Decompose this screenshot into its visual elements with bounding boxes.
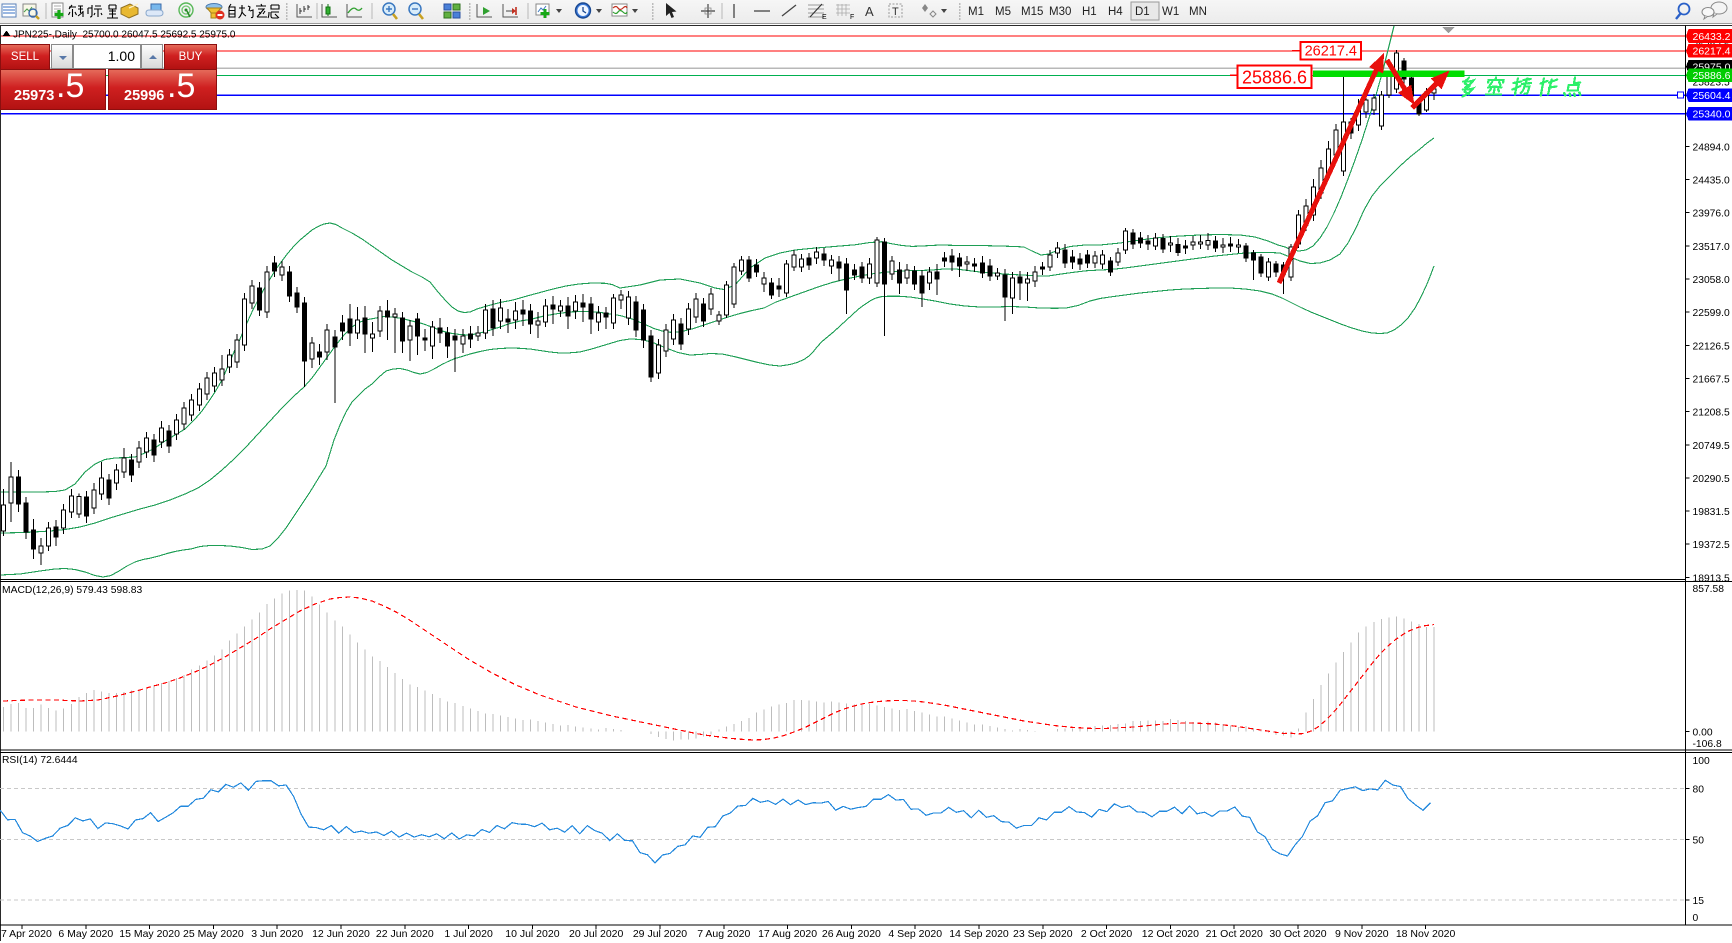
svg-text:T: T	[892, 6, 899, 18]
svg-text:20290.5: 20290.5	[1693, 474, 1730, 485]
svg-text:50: 50	[1693, 835, 1705, 846]
svg-text:20749.5: 20749.5	[1693, 441, 1730, 452]
svg-text:22 Jun 2020: 22 Jun 2020	[376, 928, 434, 940]
svg-text:25604.4: 25604.4	[1693, 90, 1731, 102]
svg-text:2 Oct 2020: 2 Oct 2020	[1081, 928, 1133, 940]
svg-text:25340.0: 25340.0	[1693, 109, 1731, 121]
svg-text:7 Aug 2020: 7 Aug 2020	[697, 928, 750, 940]
svg-text:15: 15	[1693, 896, 1705, 907]
svg-text:14 Sep 2020: 14 Sep 2020	[949, 928, 1009, 940]
svg-text:21208.5: 21208.5	[1693, 408, 1730, 419]
svg-text:26 Aug 2020: 26 Aug 2020	[822, 928, 881, 940]
svg-text:A: A	[865, 4, 874, 19]
svg-text:21 Oct 2020: 21 Oct 2020	[1206, 928, 1263, 940]
svg-text:0: 0	[1693, 913, 1699, 924]
svg-text:19372.5: 19372.5	[1693, 540, 1730, 551]
svg-text:12 Jun 2020: 12 Jun 2020	[312, 928, 370, 940]
svg-text:M5: M5	[995, 6, 1011, 18]
svg-text:26433.2: 26433.2	[1693, 31, 1731, 43]
svg-text:E: E	[822, 14, 827, 21]
svg-text:7 Apr 2020: 7 Apr 2020	[1, 928, 52, 940]
svg-text:21667.5: 21667.5	[1693, 374, 1730, 385]
svg-text:M30: M30	[1049, 6, 1071, 18]
svg-text:10 Jul 2020: 10 Jul 2020	[505, 928, 559, 940]
svg-text:857.58: 857.58	[1693, 584, 1725, 595]
svg-text:80: 80	[1693, 785, 1705, 796]
svg-text:100: 100	[1693, 756, 1710, 767]
svg-text:22599.0: 22599.0	[1693, 308, 1730, 319]
svg-text:15 May 2020: 15 May 2020	[119, 928, 180, 940]
svg-text:H4: H4	[1108, 6, 1123, 18]
svg-text:9 Nov 2020: 9 Nov 2020	[1335, 928, 1389, 940]
svg-text:MACD(12,26,9) 579.43 598.83: MACD(12,26,9) 579.43 598.83	[2, 585, 143, 596]
svg-text:24435.0: 24435.0	[1693, 176, 1730, 187]
svg-text:25886.6: 25886.6	[1693, 70, 1731, 82]
svg-text:M15: M15	[1021, 6, 1043, 18]
svg-text:D1: D1	[1135, 6, 1150, 18]
svg-text:3 Jun 2020: 3 Jun 2020	[251, 928, 303, 940]
svg-text:25 May 2020: 25 May 2020	[183, 928, 244, 940]
svg-text:18 Nov 2020: 18 Nov 2020	[1396, 928, 1456, 940]
svg-text:23058.0: 23058.0	[1693, 275, 1730, 286]
svg-text:17 Aug 2020: 17 Aug 2020	[758, 928, 817, 940]
svg-text:12 Oct 2020: 12 Oct 2020	[1142, 928, 1199, 940]
svg-text:26217.4: 26217.4	[1305, 44, 1357, 60]
svg-text:25886.6: 25886.6	[1242, 67, 1307, 87]
svg-text:4 Sep 2020: 4 Sep 2020	[888, 928, 942, 940]
svg-text:23976.0: 23976.0	[1693, 209, 1730, 220]
svg-text:29 Jul 2020: 29 Jul 2020	[633, 928, 687, 940]
svg-text:W1: W1	[1162, 6, 1179, 18]
svg-text:24894.0: 24894.0	[1693, 142, 1730, 153]
svg-text:RSI(14) 72.6444: RSI(14) 72.6444	[2, 755, 78, 766]
svg-text:H1: H1	[1082, 6, 1097, 18]
svg-text:M1: M1	[968, 6, 984, 18]
svg-text:F: F	[850, 14, 854, 21]
svg-text:1 Jul 2020: 1 Jul 2020	[444, 928, 493, 940]
svg-text:-106.8: -106.8	[1693, 739, 1722, 750]
svg-text:JPN225-,Daily 25700.0 26047.5: JPN225-,Daily 25700.0 26047.5 25692.5 25…	[13, 30, 236, 41]
svg-text:22126.5: 22126.5	[1693, 341, 1730, 352]
svg-text:20 Jul 2020: 20 Jul 2020	[569, 928, 623, 940]
svg-text:23 Sep 2020: 23 Sep 2020	[1013, 928, 1073, 940]
svg-text:18913.5: 18913.5	[1693, 573, 1730, 584]
svg-text:23517.0: 23517.0	[1693, 242, 1730, 253]
svg-text:26217.4: 26217.4	[1693, 46, 1731, 58]
svg-text:6 May 2020: 6 May 2020	[58, 928, 113, 940]
svg-text:19831.5: 19831.5	[1693, 507, 1730, 518]
svg-text:25823.5: 25823.5	[1693, 78, 1730, 89]
svg-text:30 Oct 2020: 30 Oct 2020	[1269, 928, 1326, 940]
svg-text:MN: MN	[1189, 6, 1207, 18]
svg-text:0.00: 0.00	[1693, 728, 1713, 739]
